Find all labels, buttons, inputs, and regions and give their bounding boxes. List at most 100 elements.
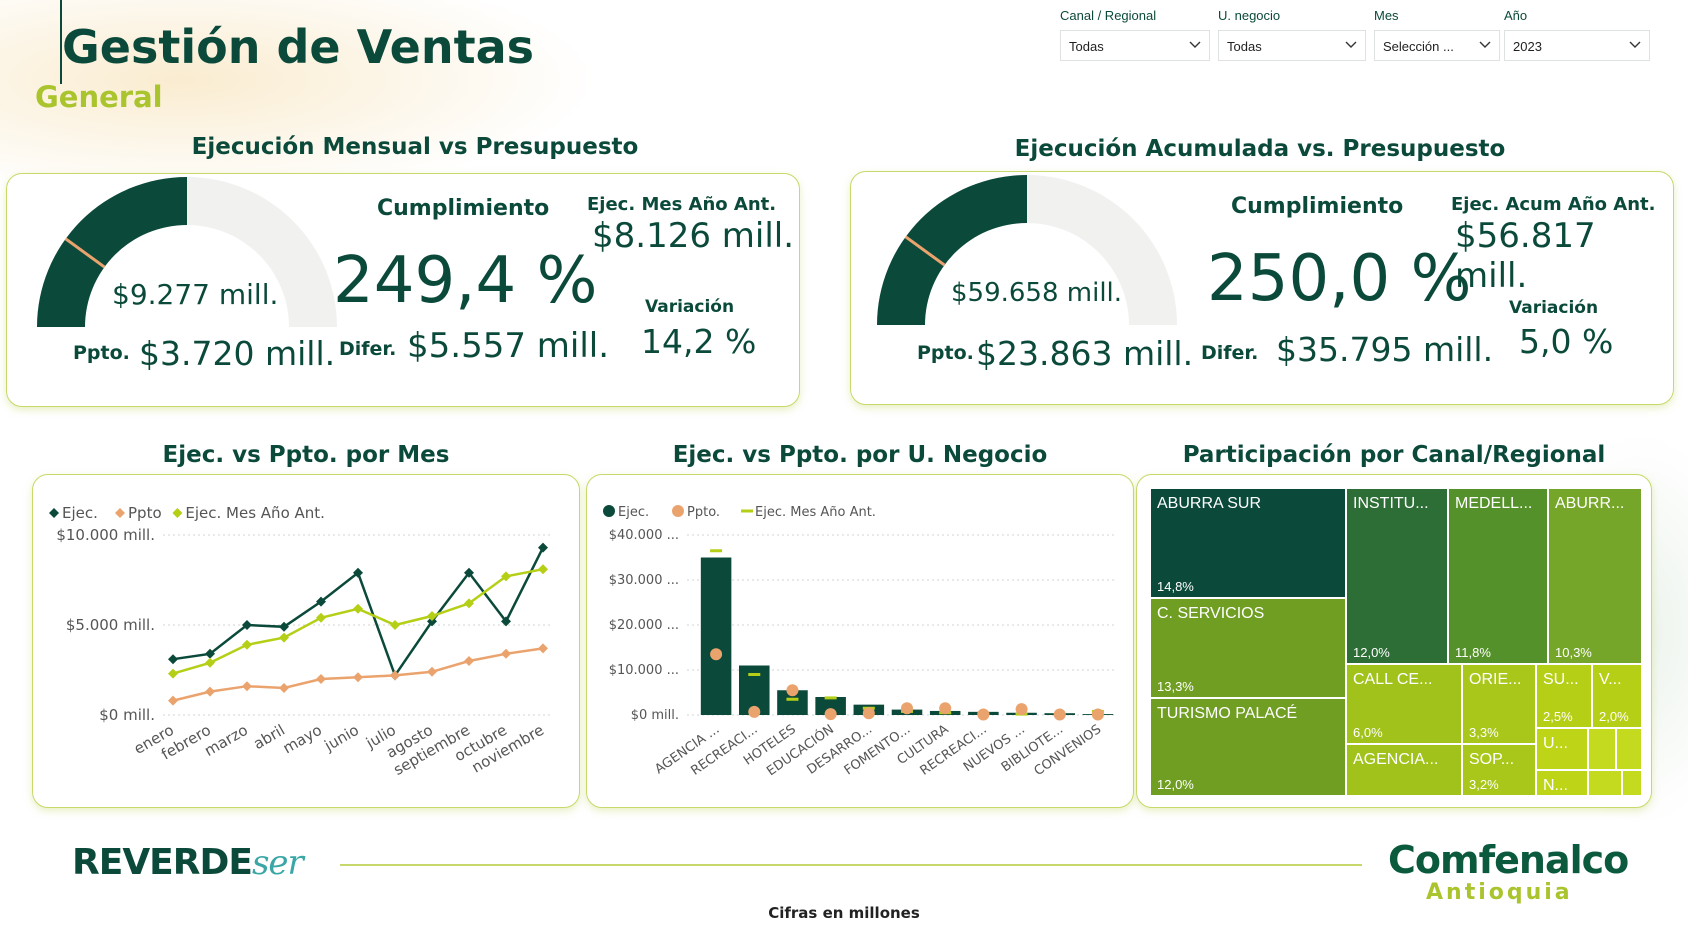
treemap-cell-value: 13,3%: [1157, 679, 1194, 694]
treemap-cell-small[interactable]: [1589, 729, 1615, 769]
treemap-cell-label: SOP...: [1469, 751, 1515, 768]
treemap-cell-label: AGENCIA...: [1353, 751, 1439, 768]
data-point[interactable]: [353, 672, 363, 683]
data-point[interactable]: [168, 695, 178, 706]
budget-marker[interactable]: [1053, 708, 1066, 721]
budget-marker[interactable]: [901, 702, 913, 715]
data-point[interactable]: [168, 668, 178, 679]
treemap-cell[interactable]: SU... 2,5%: [1537, 665, 1591, 727]
budget-marker[interactable]: [1091, 708, 1104, 721]
data-point[interactable]: [242, 681, 252, 692]
data-point[interactable]: [168, 654, 178, 665]
data-point[interactable]: [279, 683, 289, 693]
y-tick-label: $10.000 ...: [609, 663, 679, 678]
budget-marker[interactable]: [710, 648, 723, 661]
data-point[interactable]: [316, 596, 326, 607]
chart-card-by-channel: ABURRA SUR 14,8% C. SERVICIOS 13,3% TURISMO …: [1136, 474, 1652, 808]
treemap-cell[interactable]: V... 2,0%: [1593, 665, 1641, 727]
treemap-cell[interactable]: U...: [1537, 729, 1587, 769]
data-point[interactable]: [501, 616, 511, 627]
data-point[interactable]: [242, 620, 252, 630]
treemap-cell[interactable]: C. SERVICIOS 13,3%: [1151, 599, 1345, 697]
treemap-cell-value: 2,5%: [1543, 709, 1573, 724]
data-point[interactable]: [464, 567, 474, 578]
difer-value: $5.557 mill.: [407, 326, 610, 366]
data-point[interactable]: [390, 620, 400, 630]
kpi-cumulative-card: $59.658 mill. Ppto. $23.863 mill. Cumpli…: [850, 171, 1674, 405]
treemap-cell[interactable]: SOP... 3,2%: [1463, 745, 1535, 795]
data-point[interactable]: [205, 657, 215, 668]
data-point[interactable]: [538, 643, 548, 654]
y-tick-label: $0 mill.: [631, 708, 679, 723]
data-point[interactable]: [279, 632, 289, 643]
treemap-cell[interactable]: ORIE... 3,3%: [1463, 665, 1535, 743]
chart-title-by-month: Ejec. vs Ppto. por Mes: [162, 442, 450, 468]
page-title: Gestión de Ventas: [62, 20, 535, 74]
legend-label: Ejec. Mes Año Ant.: [185, 504, 325, 522]
data-point[interactable]: [464, 598, 474, 609]
data-point[interactable]: [427, 666, 437, 677]
background-decoration: [0, 0, 600, 200]
data-point[interactable]: [353, 567, 363, 578]
data-point[interactable]: [316, 612, 326, 623]
gauge-target-marker: [64, 237, 106, 269]
data-point[interactable]: [427, 616, 437, 627]
kpi-monthly-card: $9.277 mill. Ppto. $3.720 mill. Cumplimi…: [6, 173, 800, 407]
data-point[interactable]: [501, 571, 511, 582]
budget-marker[interactable]: [862, 707, 875, 720]
data-point[interactable]: [353, 603, 363, 614]
data-point[interactable]: [205, 686, 215, 697]
cumplimiento-value: 249,4 %: [333, 244, 598, 318]
budget-marker[interactable]: [939, 702, 952, 715]
filter-anio-dropdown[interactable]: 2023: [1504, 30, 1650, 61]
budget-marker[interactable]: [824, 708, 837, 721]
legend-marker: [672, 505, 684, 517]
treemap-cell[interactable]: INSTITU... 12,0%: [1347, 489, 1447, 663]
filter-value: 2023: [1513, 39, 1542, 54]
filter-u-negocio: U. negocio Todas: [1218, 8, 1366, 61]
ppto-label: Ppto.: [73, 342, 130, 364]
filter-u-negocio-dropdown[interactable]: Todas: [1218, 30, 1366, 61]
data-point[interactable]: [501, 648, 511, 659]
cumplimiento-label: Cumplimiento: [377, 196, 550, 221]
filter-mes-dropdown[interactable]: Selección ...: [1374, 30, 1500, 61]
data-point[interactable]: [538, 564, 548, 575]
ppto-value: $3.720 mill.: [139, 334, 336, 373]
chevron-down-icon: [1629, 41, 1641, 48]
data-point[interactable]: [427, 611, 437, 621]
treemap-cell-label: C. SERVICIOS: [1157, 605, 1265, 622]
treemap-cell[interactable]: N...: [1537, 771, 1587, 795]
data-point[interactable]: [464, 656, 474, 666]
chart-card-by-business-unit: Ejec. Ppto. Ejec. Mes Año Ant. $40.000 ... $…: [586, 474, 1134, 808]
treemap-cell[interactable]: AGENCIA...: [1347, 745, 1461, 795]
treemap-cell[interactable]: ABURRA SUR 14,8%: [1151, 489, 1345, 597]
treemap-cell-small[interactable]: [1623, 771, 1641, 795]
data-point[interactable]: [316, 674, 326, 684]
gauge-value: $9.277 mill.: [112, 278, 279, 311]
data-point[interactable]: [538, 542, 548, 553]
treemap-cell-small[interactable]: [1589, 771, 1621, 795]
budget-marker[interactable]: [786, 684, 799, 697]
bar[interactable]: [700, 557, 732, 716]
gauge-monthly: [37, 177, 337, 327]
data-point[interactable]: [279, 621, 289, 632]
treemap-cell[interactable]: MEDELL... 11,8%: [1449, 489, 1547, 663]
filter-anio: Año 2023: [1504, 8, 1650, 61]
budget-marker[interactable]: [977, 708, 990, 721]
treemap-cell[interactable]: TURISMO PALACÉ 12,0%: [1151, 699, 1345, 795]
gauge-fill: [37, 177, 187, 327]
treemap-cell[interactable]: ABURR... 10,3%: [1549, 489, 1641, 663]
budget-marker[interactable]: [748, 705, 761, 718]
treemap-cell-value: 14,8%: [1157, 579, 1194, 594]
treemap-cell[interactable]: CALL CE... 6,0%: [1347, 665, 1461, 743]
filter-canal-dropdown[interactable]: Todas: [1060, 30, 1210, 61]
data-point[interactable]: [390, 670, 400, 681]
treemap-cell-label: ABURRA SUR: [1157, 495, 1262, 512]
y-tick-label: $40.000 ...: [609, 528, 679, 543]
data-point[interactable]: [205, 648, 215, 659]
budget-marker[interactable]: [1015, 703, 1028, 716]
treemap-cell-label: TURISMO PALACÉ: [1157, 705, 1298, 722]
treemap-cell-small[interactable]: [1617, 729, 1641, 769]
data-point[interactable]: [242, 639, 252, 650]
bar[interactable]: [815, 697, 846, 715]
